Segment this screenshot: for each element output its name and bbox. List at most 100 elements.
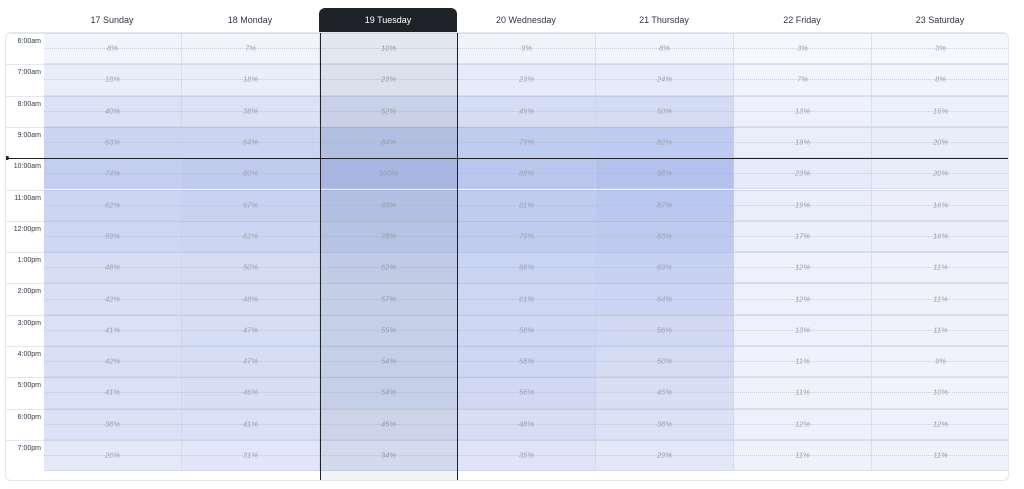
heatmap-cell[interactable]: 9%	[458, 33, 596, 65]
heatmap-cell[interactable]: 82%	[596, 126, 734, 159]
heatmap-cell[interactable]: 11%	[872, 439, 1008, 472]
heatmap-cell[interactable]: 64%	[596, 283, 734, 315]
heatmap-cell[interactable]: 79%	[458, 126, 596, 159]
heatmap-cell[interactable]: 11%	[734, 439, 872, 472]
day-header[interactable]: 22 Friday	[783, 15, 821, 25]
heatmap-cell[interactable]: 19%	[734, 126, 872, 159]
heatmap-cell[interactable]: 59%	[44, 220, 182, 253]
heatmap-cell[interactable]: 48%	[458, 408, 596, 440]
heatmap-cell[interactable]: 41%	[44, 377, 182, 409]
heatmap-cell[interactable]: 23%	[320, 64, 458, 96]
heatmap-cell[interactable]: 58%	[458, 314, 596, 346]
heatmap-cell[interactable]: 47%	[182, 314, 320, 346]
heatmap-cell[interactable]: 52%	[320, 95, 458, 127]
heatmap-cell[interactable]: 7%	[182, 33, 320, 65]
heatmap-cell[interactable]: 56%	[458, 377, 596, 409]
heatmap-cell[interactable]: 11%	[734, 377, 872, 409]
heatmap-cell[interactable]: 83%	[596, 220, 734, 253]
heatmap-cell[interactable]: 23%	[734, 158, 872, 190]
heatmap-cell[interactable]: 38%	[182, 95, 320, 127]
heatmap-cell[interactable]: 19%	[734, 189, 872, 221]
heatmap-cell[interactable]: 58%	[458, 346, 596, 378]
heatmap-cell[interactable]: 16%	[872, 220, 1008, 253]
heatmap-cell[interactable]: 11%	[734, 346, 872, 378]
heatmap-cell[interactable]: 67%	[182, 189, 320, 221]
heatmap-cell[interactable]: 64%	[182, 126, 320, 159]
heatmap-cell[interactable]: 38%	[596, 408, 734, 440]
heatmap-cell[interactable]: 48%	[182, 283, 320, 315]
heatmap-cell[interactable]: 100%	[320, 158, 458, 190]
heatmap-cell[interactable]: 3%	[734, 33, 872, 65]
heatmap-cell[interactable]: 8%	[596, 33, 734, 65]
heatmap-cell[interactable]: 50%	[182, 252, 320, 284]
heatmap-cell[interactable]: 3%	[872, 33, 1008, 65]
heatmap-cell[interactable]: 56%	[596, 314, 734, 346]
heatmap-cell[interactable]: 11%	[872, 283, 1008, 315]
heatmap-cell[interactable]: 63%	[44, 126, 182, 159]
heatmap-cell[interactable]: 15%	[872, 95, 1008, 127]
heatmap-cell[interactable]: 66%	[458, 252, 596, 284]
heatmap-cell[interactable]: 48%	[44, 252, 182, 284]
heatmap-cell[interactable]: 41%	[44, 314, 182, 346]
heatmap-cell[interactable]: 80%	[182, 158, 320, 190]
heatmap-cell[interactable]: 74%	[44, 158, 182, 190]
heatmap-cell[interactable]: 8%	[872, 64, 1008, 96]
heatmap-cell[interactable]: 42%	[44, 283, 182, 315]
heatmap-cell[interactable]: 83%	[320, 189, 458, 221]
heatmap-cell[interactable]: 42%	[44, 346, 182, 378]
heatmap-cell[interactable]: 23%	[458, 64, 596, 96]
heatmap-cell[interactable]: 20%	[872, 126, 1008, 159]
heatmap-cell[interactable]: 57%	[320, 283, 458, 315]
heatmap-cell[interactable]: 78%	[320, 220, 458, 253]
day-header[interactable]: 21 Thursday	[639, 15, 689, 25]
heatmap-cell[interactable]: 79%	[458, 220, 596, 253]
heatmap-cell[interactable]: 26%	[44, 439, 182, 472]
heatmap-cell[interactable]: 17%	[734, 220, 872, 253]
heatmap-cell[interactable]: 98%	[596, 158, 734, 190]
heatmap-cell[interactable]: 62%	[320, 252, 458, 284]
heatmap-cell[interactable]: 31%	[182, 439, 320, 472]
day-header[interactable]: 17 Sunday	[90, 15, 134, 25]
heatmap-cell[interactable]: 18%	[44, 64, 182, 96]
heatmap-cell[interactable]: 24%	[596, 64, 734, 96]
heatmap-cell[interactable]: 13%	[734, 314, 872, 346]
heatmap-cell[interactable]: 9%	[872, 346, 1008, 378]
heatmap-cell[interactable]: 34%	[320, 439, 458, 472]
heatmap-cell[interactable]: 13%	[734, 95, 872, 127]
day-header[interactable]: 18 Monday	[227, 15, 273, 25]
heatmap-cell[interactable]: 8%	[44, 33, 182, 65]
heatmap-cell[interactable]: 12%	[872, 408, 1008, 440]
heatmap-cell[interactable]: 84%	[320, 126, 458, 159]
heatmap-cell[interactable]: 11%	[872, 252, 1008, 284]
heatmap-cell[interactable]: 35%	[458, 439, 596, 472]
heatmap-cell[interactable]: 16%	[872, 189, 1008, 221]
heatmap-cell[interactable]: 11%	[872, 314, 1008, 346]
heatmap-cell[interactable]: 88%	[458, 158, 596, 190]
heatmap-cell[interactable]: 50%	[596, 95, 734, 127]
heatmap-cell[interactable]: 49%	[458, 95, 596, 127]
heatmap-cell[interactable]: 40%	[44, 95, 182, 127]
heatmap-cell[interactable]: 10%	[872, 377, 1008, 409]
heatmap-cell[interactable]: 62%	[182, 220, 320, 253]
heatmap-cell[interactable]: 29%	[596, 439, 734, 472]
heatmap-cell[interactable]: 12%	[734, 252, 872, 284]
heatmap-cell[interactable]: 54%	[320, 346, 458, 378]
heatmap-cell[interactable]: 41%	[182, 408, 320, 440]
heatmap-cell[interactable]: 46%	[182, 377, 320, 409]
heatmap-cell[interactable]: 81%	[458, 189, 596, 221]
heatmap-cell[interactable]: 38%	[44, 408, 182, 440]
heatmap-cell[interactable]: 18%	[182, 64, 320, 96]
heatmap-cell[interactable]: 45%	[320, 408, 458, 440]
heatmap-cell[interactable]: 45%	[596, 377, 734, 409]
heatmap-cell[interactable]: 10%	[320, 33, 458, 65]
heatmap-cell[interactable]: 47%	[182, 346, 320, 378]
heatmap-cell[interactable]: 61%	[458, 283, 596, 315]
day-header[interactable]: 19 Tuesday	[319, 8, 457, 32]
heatmap-cell[interactable]: 12%	[734, 283, 872, 315]
heatmap-cell[interactable]: 55%	[320, 314, 458, 346]
day-header[interactable]: 23 Saturday	[915, 15, 965, 25]
heatmap-cell[interactable]: 50%	[596, 346, 734, 378]
heatmap-cell[interactable]: 62%	[44, 189, 182, 221]
heatmap-cell[interactable]: 69%	[596, 252, 734, 284]
day-header[interactable]: 20 Wednesday	[496, 15, 556, 25]
